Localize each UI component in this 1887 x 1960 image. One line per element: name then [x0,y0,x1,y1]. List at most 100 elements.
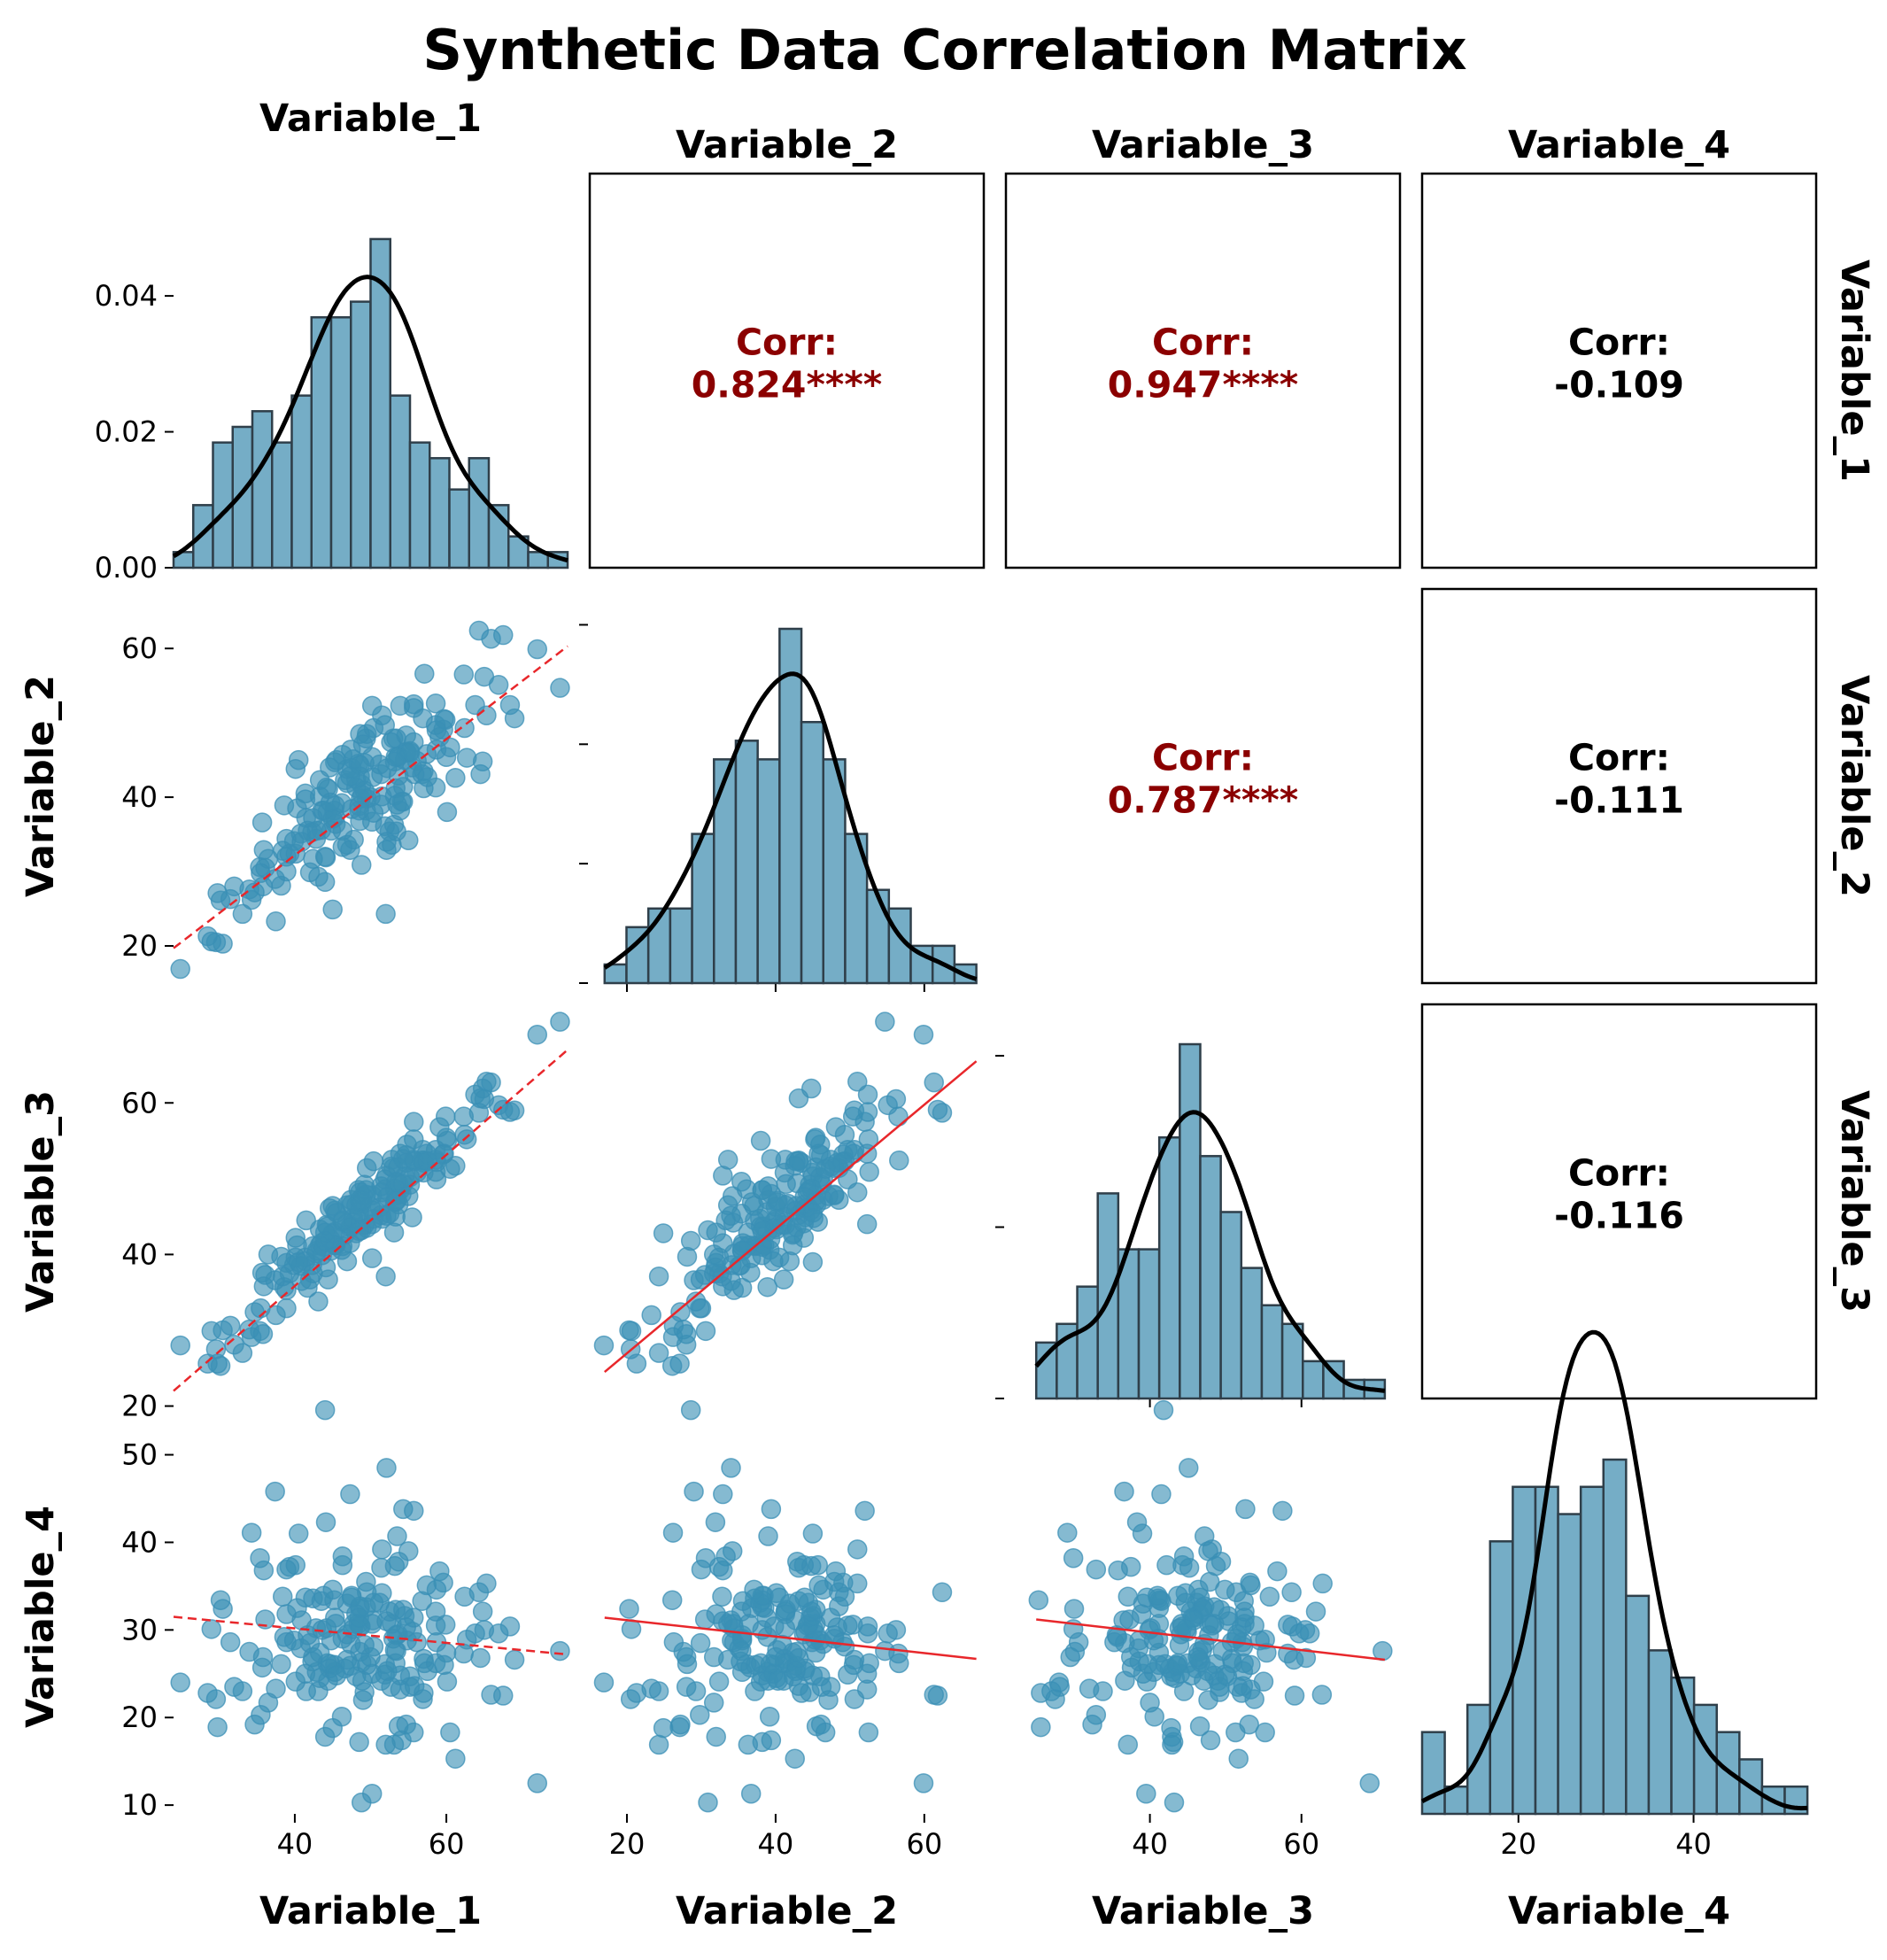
scatter-point [1295,1647,1317,1669]
scatter-point [785,1748,805,1769]
scatter-point [398,830,419,851]
scatter-point [1189,1716,1210,1737]
scatter-point [653,1223,674,1243]
scatter-point [1282,1616,1303,1637]
scatter-point [376,832,397,852]
scatter-point [414,663,435,684]
scatter-point [340,1655,360,1677]
scatter-point [398,1186,419,1206]
scatter-point [1063,1599,1085,1619]
scatter-panel-4-3 [1028,1399,1393,1813]
scatter-point [1281,1582,1302,1603]
scatter-point [326,749,347,771]
histogram-bar [468,457,491,569]
scatter-point [1162,1726,1182,1747]
scatter-point [322,1579,343,1600]
scatter-point [351,855,372,875]
scatter-point [1063,1547,1084,1569]
scatter-point [648,1343,669,1363]
scatter-point [1132,1523,1153,1544]
scatter-point [285,1228,306,1248]
histogram-bar [800,721,824,985]
correlation-label: Corr: [736,322,838,364]
scatter-point [435,1106,456,1127]
scatter-point [340,766,360,786]
y-tick-label: 0.02 [95,415,158,449]
scatter-point [388,1624,408,1645]
scatter-point [224,876,244,897]
scatter-point [680,1399,701,1421]
scatter-point [815,1158,836,1179]
scatter-point [834,1124,855,1145]
scatter-point [314,872,336,893]
regression-line [173,645,568,949]
scatter-point [472,1601,493,1622]
column-title-3: Variable_3 [1092,123,1314,167]
scatter-point [1267,1561,1288,1582]
scatter-point [465,694,485,716]
scatter-point [414,1683,434,1703]
row-label-right-2: Variable_2 [1832,675,1876,897]
scatter-point [362,767,383,787]
scatter-point [170,1335,190,1356]
scatter-point [1373,1640,1393,1662]
scatter-point [802,1203,824,1223]
scatter-point [705,1512,726,1532]
scatter-point [308,1681,329,1701]
scatter-point [303,1263,323,1284]
histogram-bar [1512,1485,1537,1816]
correlation-panel-3-4: Corr:-0.116 [1420,1003,1818,1400]
scatter-point [340,1233,360,1253]
scatter-point [527,1024,548,1045]
scatter-point [744,1579,764,1600]
scatter-point [621,1321,642,1342]
scatter-point [698,1792,718,1813]
scatter-point [376,1205,397,1227]
scatter-point [425,1601,446,1622]
scatter-point [417,1661,437,1682]
scatter-point [386,1640,406,1662]
scatter-point [1305,1601,1326,1622]
correlation-label: Corr: [1152,737,1254,779]
scatter-point [750,1130,771,1151]
scatter-point [713,1166,733,1186]
scatter-point [857,1616,878,1637]
scatter-point [857,1102,878,1122]
scatter-point [1241,1575,1261,1596]
scatter-point [470,1647,491,1669]
scatter-point [314,1726,336,1747]
scatter-point [210,1590,231,1610]
scatter-point [272,1586,293,1608]
scatter-point [376,1458,397,1478]
regression-line [604,1616,977,1661]
x-axis-label-2: Variable_2 [676,1889,898,1933]
scatter-point [314,1399,336,1421]
scatter-point [1210,1600,1231,1620]
histogram-panel-4 [1420,1329,1809,1816]
kde-curve [603,671,978,981]
x-axis-label-1: Variable_1 [259,1889,482,1933]
scatter-point [752,1731,773,1753]
scatter-point [1234,1608,1255,1628]
scatter-point [445,768,466,788]
scatter-panel-2-1 [170,620,570,980]
scatter-point [361,1248,383,1268]
scatter-point [593,1335,615,1356]
scatter-point [1164,1792,1185,1813]
y-tick-label: 40 [121,780,158,814]
scatter-point [715,1546,736,1567]
pair-plot-matrix: Variable_1 Variable_2 Variable_3 Variable_4… [19,97,1876,1933]
scatter-point [454,717,475,739]
scatter-point [661,1590,683,1610]
scatter-point [340,1484,360,1505]
scatter-point [1311,1685,1333,1705]
scatter-point [856,1213,878,1235]
scatter-point [913,1773,934,1793]
correlation-value: -0.116 [1554,1195,1684,1237]
scatter-point [271,1654,291,1675]
scatter-point [1183,1610,1204,1631]
scatter-point [1188,1579,1209,1600]
scatter-point [417,767,437,787]
scatter-point [913,1024,934,1045]
correlation-value: -0.109 [1554,364,1684,407]
